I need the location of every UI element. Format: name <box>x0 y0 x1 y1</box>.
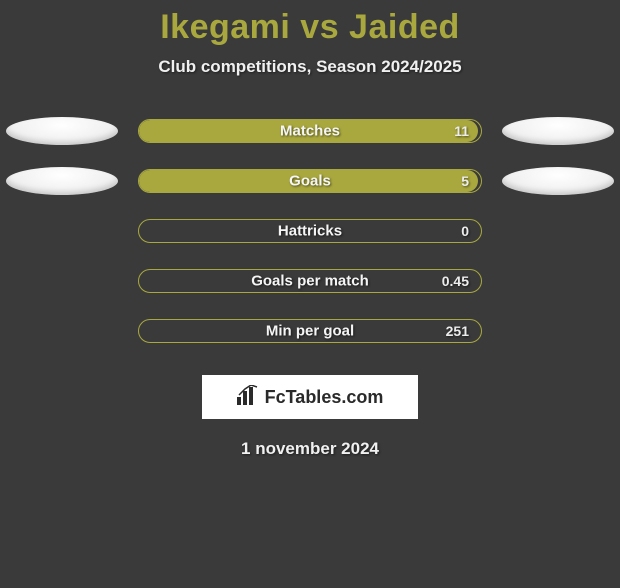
stat-label: Goals per match <box>139 273 481 290</box>
chart-icon <box>237 385 259 410</box>
stat-bar: Matches11 <box>138 119 482 143</box>
stat-value: 11 <box>454 123 469 139</box>
stat-bar: Min per goal251 <box>138 319 482 343</box>
stat-value: 251 <box>446 323 469 339</box>
spacer <box>502 217 614 245</box>
stat-row: Matches11 <box>0 117 620 145</box>
spacer <box>6 267 118 295</box>
stat-value: 5 <box>461 173 469 189</box>
stat-label: Hattricks <box>139 223 481 240</box>
spacer <box>6 317 118 345</box>
footer-logo-text: FcTables.com <box>265 387 384 408</box>
stat-row: Hattricks0 <box>0 217 620 245</box>
spacer <box>6 217 118 245</box>
spacer <box>502 317 614 345</box>
stat-bar: Goals per match0.45 <box>138 269 482 293</box>
footer-date: 1 november 2024 <box>0 439 620 459</box>
player-marker-left <box>6 117 118 145</box>
player-marker-right <box>502 117 614 145</box>
stat-bar: Goals5 <box>138 169 482 193</box>
stat-bar: Hattricks0 <box>138 219 482 243</box>
stat-row: Goals per match0.45 <box>0 267 620 295</box>
page-title: Ikegami vs Jaided <box>0 8 620 47</box>
footer-logo: FcTables.com <box>202 375 418 419</box>
stat-value: 0 <box>461 223 469 239</box>
stat-row: Goals5 <box>0 167 620 195</box>
stat-value: 0.45 <box>442 273 469 289</box>
stat-label: Matches <box>139 123 481 140</box>
spacer <box>502 267 614 295</box>
stats-container: Matches11 Goals5 Hattricks0 Goals per match… <box>0 117 620 345</box>
player-marker-left <box>6 167 118 195</box>
player-marker-right <box>502 167 614 195</box>
stat-label: Min per goal <box>139 323 481 340</box>
stat-row: Min per goal251 <box>0 317 620 345</box>
stat-label: Goals <box>139 173 481 190</box>
page-subtitle: Club competitions, Season 2024/2025 <box>0 57 620 77</box>
